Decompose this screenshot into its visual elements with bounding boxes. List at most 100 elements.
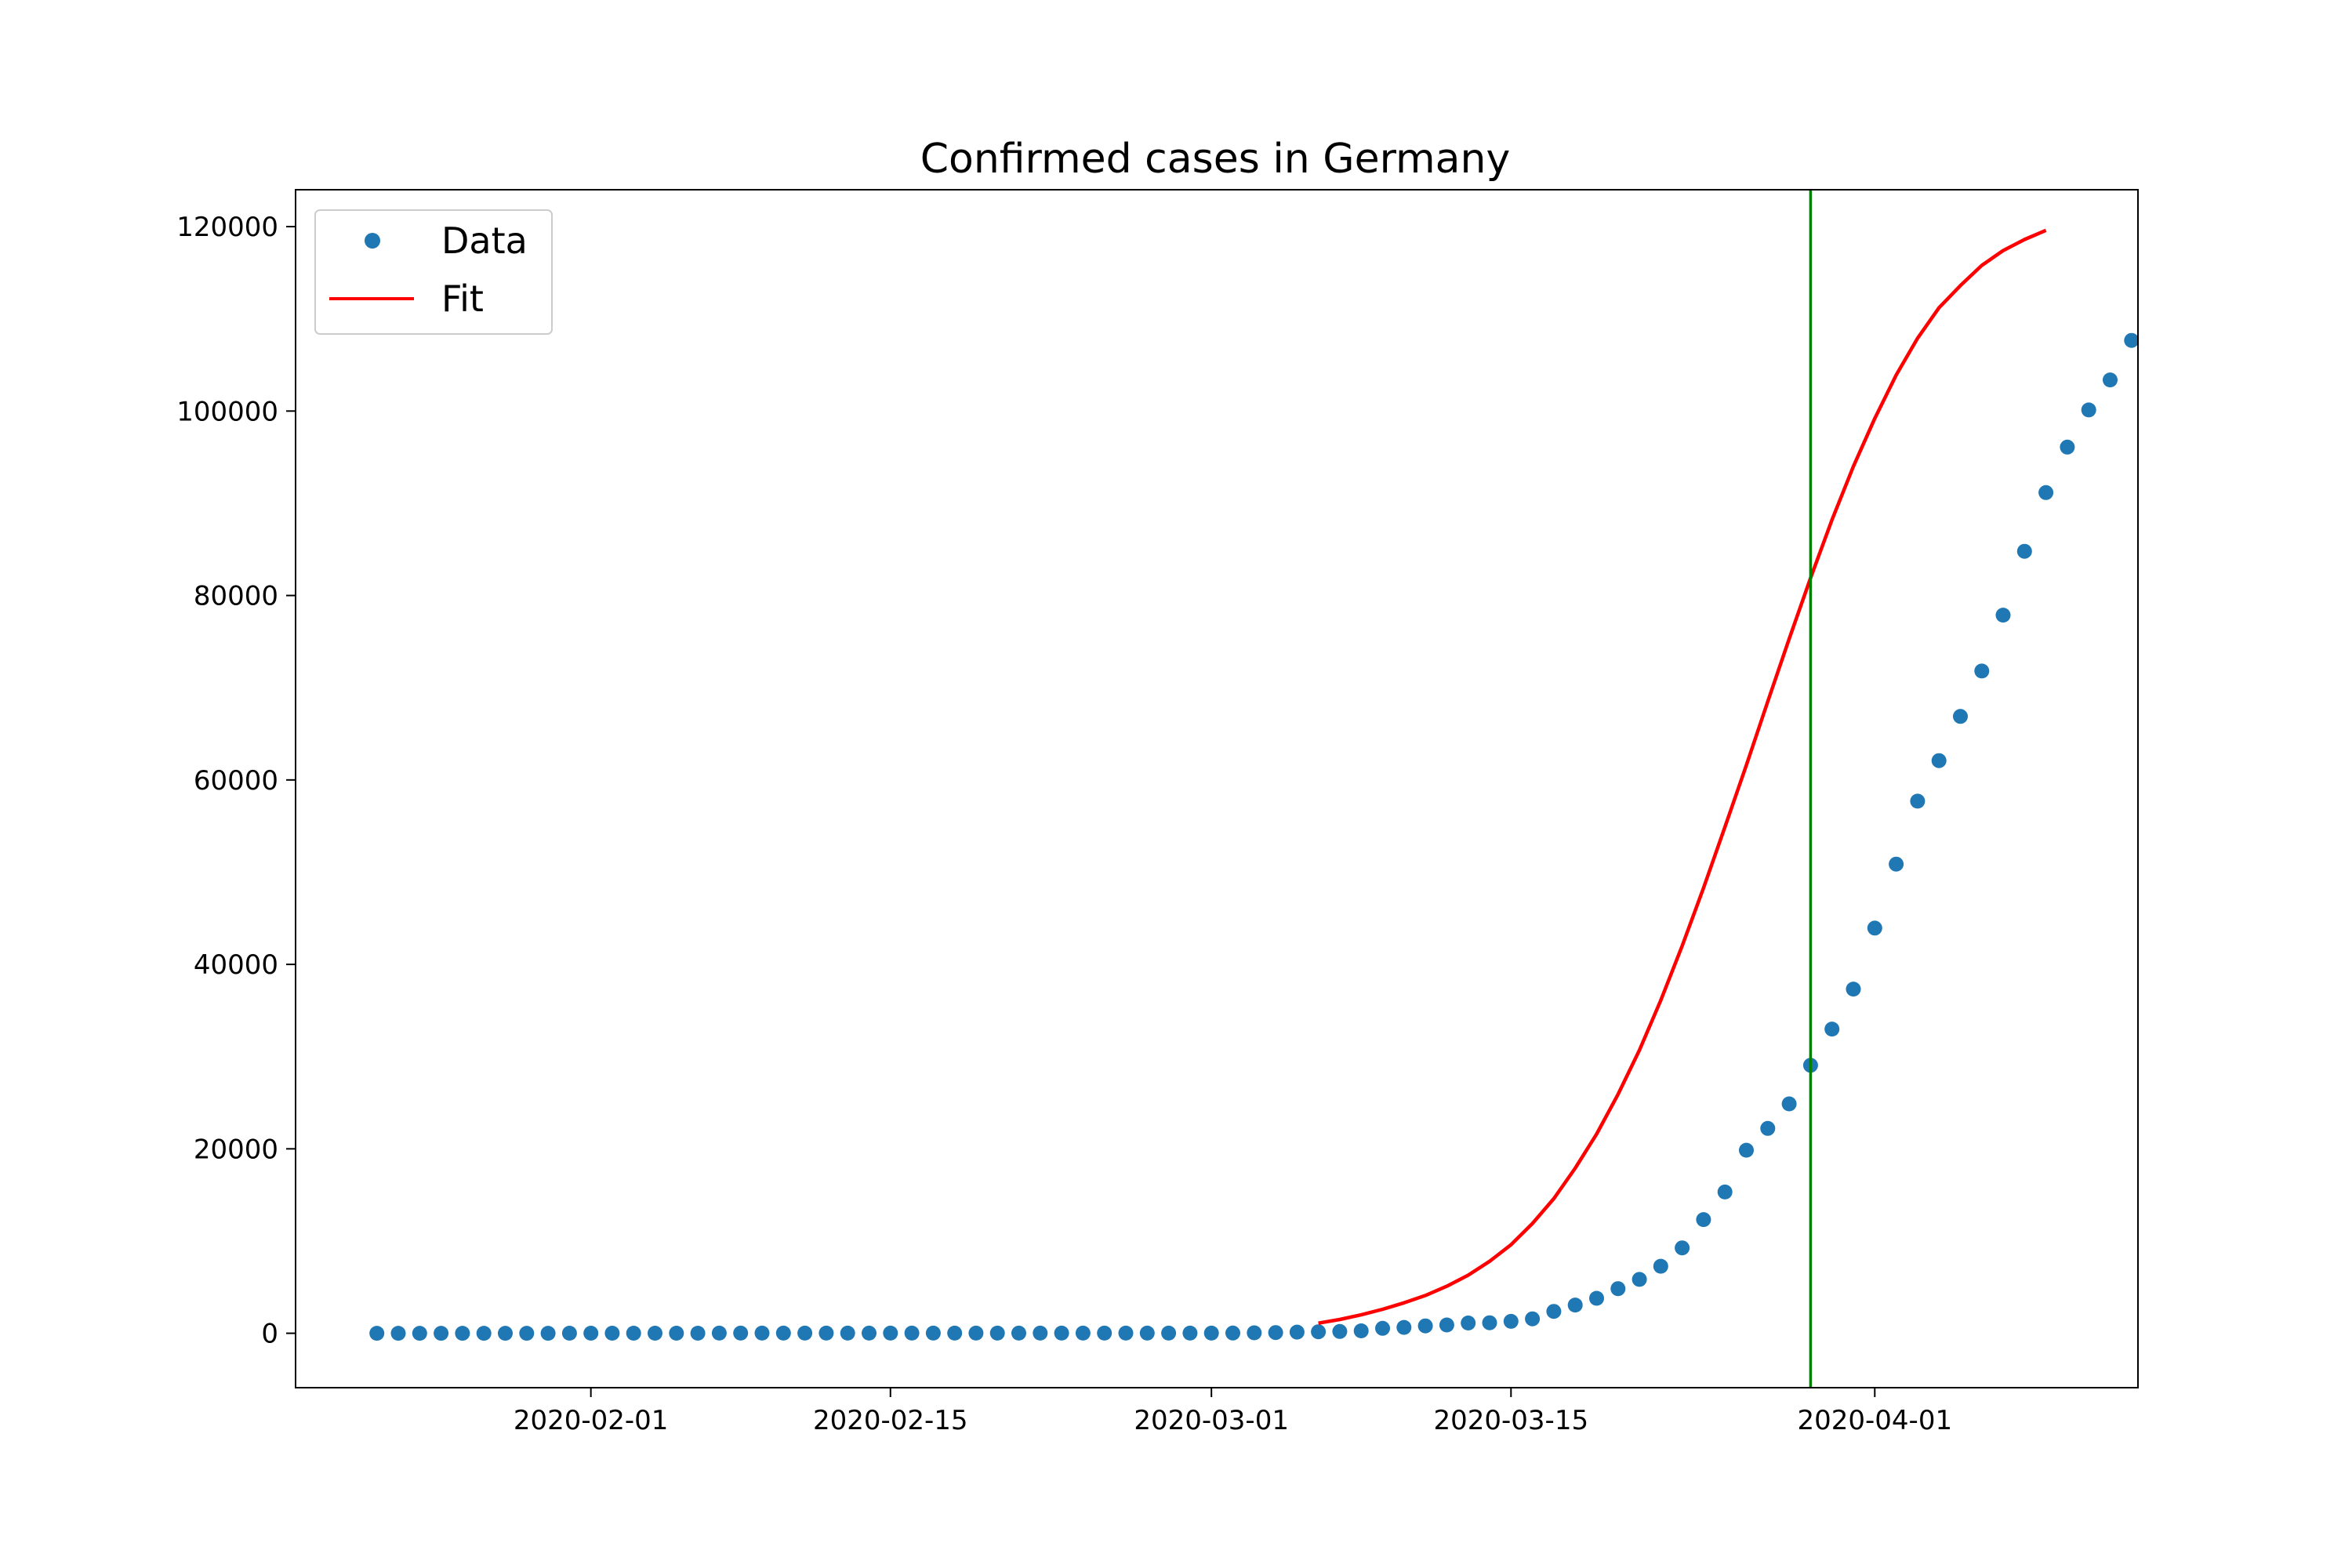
data-point	[1011, 1325, 1026, 1341]
data-point	[1910, 793, 1926, 809]
plot-frame	[295, 189, 2139, 1388]
data-point	[1247, 1325, 1262, 1341]
x-tick-label: 2020-04-01	[1797, 1405, 1952, 1436]
y-tick-label: 100000	[176, 396, 278, 427]
y-tick-label: 20000	[194, 1134, 278, 1165]
data-point	[1824, 1022, 1840, 1037]
data-point	[904, 1325, 920, 1341]
chart-title: Confirmed cases in Germany	[920, 136, 1511, 183]
data-point	[1417, 1318, 1433, 1334]
legend-fit-label: Fit	[441, 278, 484, 320]
x-tick-label: 2020-03-15	[1433, 1405, 1588, 1436]
data-point	[1396, 1319, 1412, 1335]
data-point	[1632, 1272, 1647, 1287]
data-point	[1225, 1325, 1240, 1341]
data-point	[947, 1325, 963, 1341]
data-point	[1867, 920, 1882, 936]
data-point	[1760, 1120, 1776, 1136]
data-point	[476, 1326, 492, 1341]
data-point	[1353, 1323, 1369, 1338]
data-point	[883, 1325, 898, 1341]
data-point	[754, 1325, 770, 1341]
data-point	[2016, 543, 2032, 559]
data-point	[1525, 1311, 1541, 1327]
y-tick-label: 0	[261, 1319, 278, 1350]
data-point	[1503, 1313, 1519, 1329]
x-tick-label: 2020-02-01	[514, 1405, 669, 1436]
data-point	[1139, 1325, 1155, 1341]
data-point	[561, 1326, 577, 1341]
x-tick-label: 2020-02-15	[813, 1405, 968, 1436]
data-point	[1033, 1325, 1048, 1341]
data-point	[2038, 485, 2054, 500]
data-point	[1439, 1317, 1454, 1333]
data-point	[1974, 663, 1990, 679]
data-point	[1653, 1258, 1668, 1274]
data-point	[412, 1326, 427, 1341]
data-point	[1268, 1325, 1283, 1341]
data-point	[1589, 1290, 1604, 1306]
data-point	[434, 1326, 449, 1341]
y-tick-label: 80000	[194, 581, 278, 612]
data-point	[775, 1325, 791, 1341]
data-point	[1161, 1325, 1177, 1341]
data-point	[711, 1325, 727, 1341]
fit-line	[1318, 228, 2047, 1325]
data-point	[2103, 372, 2118, 388]
axes: 2020-02-01 2020-02-15 2020-03-01 2020-03-15…	[176, 189, 2139, 1436]
plot-area	[369, 190, 2138, 1388]
data-point	[1118, 1325, 1134, 1341]
data-point	[1739, 1142, 1754, 1158]
x-tick-label: 2020-03-01	[1134, 1405, 1289, 1436]
data-point	[1097, 1325, 1112, 1341]
data-point	[968, 1325, 984, 1341]
data-point	[1203, 1325, 1219, 1341]
data-series	[369, 332, 2138, 1341]
data-point	[1717, 1184, 1733, 1200]
data-point	[519, 1326, 535, 1341]
data-point	[1846, 982, 1861, 997]
data-point	[690, 1326, 706, 1341]
data-point	[862, 1325, 877, 1341]
data-point	[989, 1325, 1005, 1341]
data-point	[2060, 439, 2075, 455]
data-point	[2124, 332, 2138, 348]
data-point	[1696, 1212, 1711, 1228]
data-point	[1781, 1096, 1797, 1112]
data-point	[604, 1326, 620, 1341]
data-point	[1182, 1325, 1198, 1341]
legend-data-label: Data	[441, 220, 528, 262]
data-point	[498, 1326, 513, 1341]
data-point	[818, 1325, 834, 1341]
data-point	[1610, 1281, 1626, 1297]
data-point	[583, 1326, 599, 1341]
data-point	[1953, 709, 1968, 724]
data-point	[2081, 402, 2096, 418]
data-point	[1546, 1304, 1562, 1319]
data-point	[925, 1325, 941, 1341]
data-point	[390, 1326, 406, 1341]
data-point	[648, 1326, 662, 1341]
data-point	[369, 1326, 385, 1341]
data-point	[669, 1326, 684, 1341]
data-point	[1289, 1324, 1305, 1340]
data-point	[840, 1325, 855, 1341]
data-point	[1461, 1316, 1476, 1330]
data-point	[1311, 1324, 1327, 1340]
data-point	[626, 1326, 641, 1341]
data-point	[1075, 1325, 1091, 1341]
legend-data-marker	[365, 233, 380, 249]
data-point	[1332, 1323, 1348, 1339]
data-point	[797, 1325, 813, 1341]
y-tick-label: 60000	[194, 765, 278, 797]
data-point	[540, 1326, 556, 1341]
data-point	[1995, 608, 2011, 623]
data-point	[1482, 1315, 1497, 1330]
data-point	[733, 1325, 749, 1341]
data-point	[1054, 1325, 1069, 1341]
legend: Data Fit	[314, 209, 553, 335]
data-point	[1675, 1240, 1690, 1256]
y-tick-label: 120000	[176, 212, 278, 243]
data-point	[455, 1326, 470, 1341]
